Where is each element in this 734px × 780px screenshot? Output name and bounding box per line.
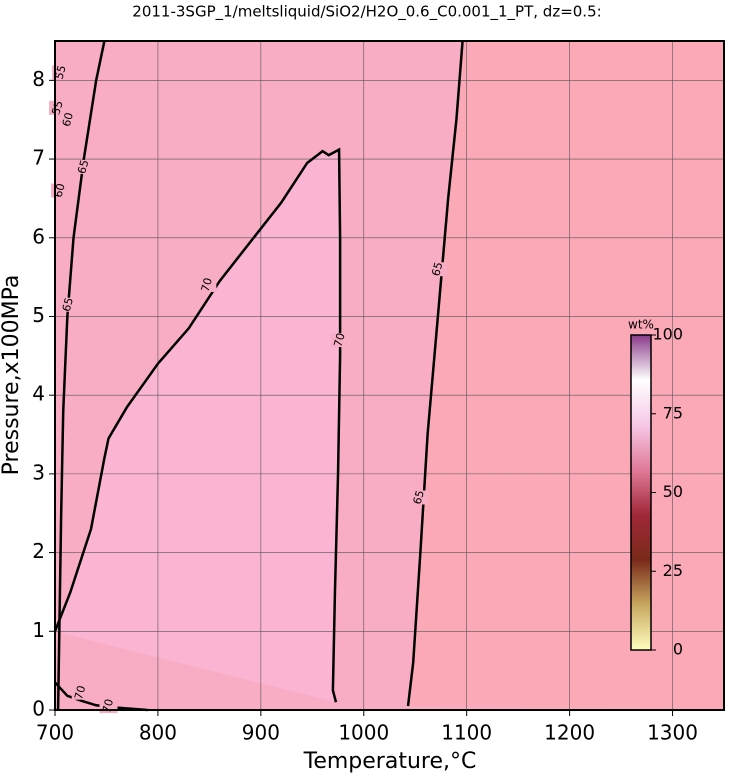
contour-line <box>406 40 464 707</box>
y-tick-label: 5 <box>32 303 45 327</box>
chart-title: 2011-3SGP_1/meltsliquid/SiO2/H2O_0.6_C0.… <box>132 3 601 22</box>
contour-label: 65 <box>429 261 445 278</box>
y-tick-label: 8 <box>32 67 45 91</box>
colorbar-tick-label: 25 <box>663 561 683 580</box>
contour-line <box>56 40 106 711</box>
contour-label-bg <box>49 100 68 115</box>
x-tick-label: 1200 <box>544 721 595 745</box>
y-tick-label: 2 <box>32 539 45 563</box>
plot-frame <box>54 40 725 711</box>
contour-label-bg <box>198 277 217 292</box>
contour-label: 70 <box>72 684 88 701</box>
shade-region <box>55 149 341 703</box>
contour-label-bg <box>52 65 71 80</box>
contour-label-bg <box>59 297 78 312</box>
contour-line <box>54 681 148 712</box>
contour-label: 55 <box>53 64 69 81</box>
x-tick-label: 900 <box>242 721 280 745</box>
contour-label: 65 <box>60 296 76 313</box>
shade-region <box>408 41 724 710</box>
contour-label: 65 <box>411 489 427 506</box>
contour-label: 70 <box>332 332 348 349</box>
contour-line <box>53 147 342 703</box>
x-tick-label: 1300 <box>647 721 698 745</box>
contour-label-bg <box>71 685 90 700</box>
colorbar-label: wt% <box>628 318 654 332</box>
contour-label-bg <box>74 159 93 174</box>
contour-label-bg <box>331 333 350 348</box>
y-tick-label: 0 <box>32 697 45 721</box>
colorbar-tick-label: 0 <box>673 640 683 659</box>
contour-label: 65 <box>75 158 91 175</box>
x-axis-label: Temperature,°C <box>303 749 477 774</box>
y-tick-label: 6 <box>32 224 45 248</box>
contour-label: 70 <box>199 276 215 293</box>
y-tick-label: 7 <box>32 146 45 170</box>
colorbar <box>630 334 652 651</box>
contour-label-bg <box>59 112 78 127</box>
y-axis-label: Pressure,x100MPa <box>0 275 24 476</box>
contour-label: 55 <box>50 99 66 116</box>
colorbar-tick-label: 75 <box>663 403 683 422</box>
contour-label-bg <box>410 490 429 505</box>
x-tick-label: 1100 <box>441 721 492 745</box>
y-tick-label: 1 <box>32 618 45 642</box>
x-tick-label: 700 <box>36 721 74 745</box>
colorbar-tick-label: 100 <box>652 325 683 344</box>
x-tick-label: 800 <box>139 721 177 745</box>
y-tick-label: 4 <box>32 382 45 406</box>
x-tick-label: 1000 <box>338 721 389 745</box>
contour-label-bg <box>428 262 447 277</box>
colorbar-tick-label: 50 <box>663 482 683 501</box>
contour-label: 60 <box>60 111 76 128</box>
y-tick-label: 3 <box>32 460 45 484</box>
